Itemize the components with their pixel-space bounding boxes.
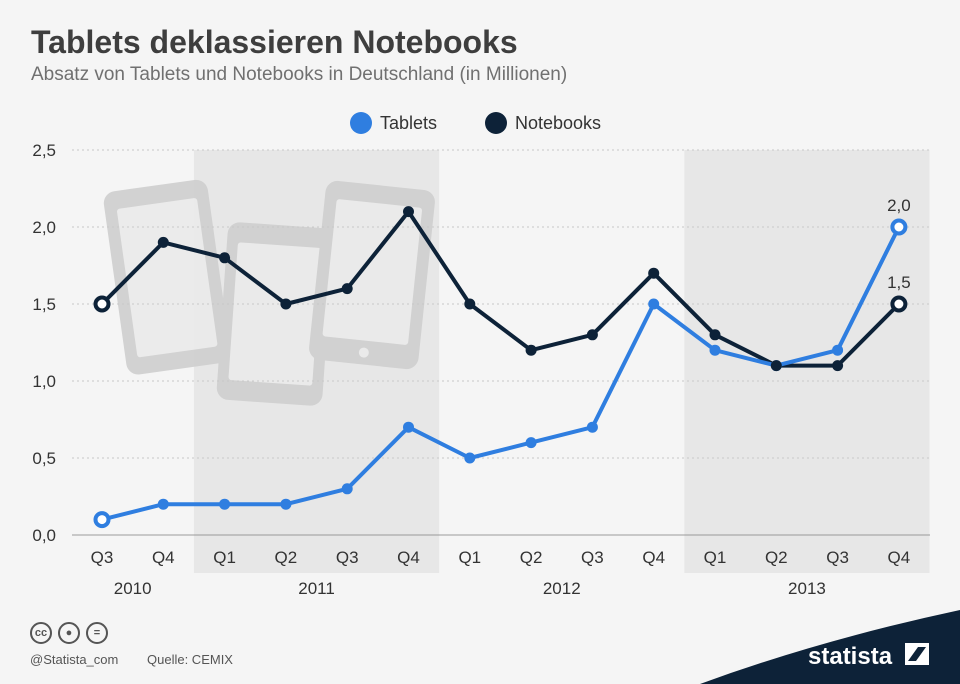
data-point-tablets: [157, 498, 169, 510]
x-tick-label: Q4: [397, 548, 420, 567]
data-point-tablets: [219, 498, 231, 510]
data-point-notebooks: [832, 360, 844, 372]
legend-marker: [350, 112, 372, 134]
data-point-notebooks: [341, 283, 353, 295]
data-point-notebooks: [525, 344, 537, 356]
year-label: 2010: [114, 579, 152, 598]
tablet-devices-illustration: [103, 179, 435, 406]
data-point-notebooks: [280, 298, 292, 310]
license-icons: cc ● =: [30, 622, 108, 644]
data-point-notebooks: [770, 360, 782, 372]
data-point-notebooks: [403, 206, 414, 218]
data-point-tablets: [464, 452, 476, 464]
data-point-notebooks: [464, 298, 476, 310]
data-point-notebooks: [93, 295, 111, 313]
data-point-tablets: [93, 511, 111, 529]
statista-logo[interactable]: statista: [808, 643, 893, 670]
year-band: [684, 150, 930, 573]
year-label: 2012: [543, 579, 581, 598]
data-point-notebooks: [709, 329, 721, 341]
data-point-tablets: [648, 298, 660, 310]
x-tick-label: Q2: [275, 548, 298, 567]
x-tick-label: Q3: [581, 548, 604, 567]
data-point-tablets: [832, 344, 844, 356]
year-label: 2013: [788, 579, 826, 598]
y-tick-label: 1,0: [32, 372, 56, 391]
data-point-tablets: [709, 344, 721, 356]
x-tick-label: Q4: [888, 548, 911, 567]
chart-subtitle: Absatz von Tablets und Notebooks in Deut…: [31, 64, 568, 85]
y-tick-label: 2,0: [32, 218, 56, 237]
legend-item-tablets: Tablets: [350, 112, 437, 134]
statista-logo-icon: [905, 643, 929, 665]
x-tick-label: Q4: [642, 548, 665, 567]
statista-handle[interactable]: @Statista_com: [30, 652, 119, 667]
series-line-notebooks: [100, 209, 901, 368]
data-point-tablets: [341, 483, 353, 495]
y-tick-label: 0,0: [32, 526, 56, 545]
x-tick-label: Q1: [213, 548, 236, 567]
x-tick-label: Q3: [91, 548, 114, 567]
x-tick-label: Q2: [520, 548, 543, 567]
x-tick-label: Q1: [458, 548, 481, 567]
nd-icon: =: [86, 622, 108, 644]
year-label: 2011: [298, 579, 335, 598]
data-point-notebooks: [157, 236, 169, 248]
y-tick-label: 0,5: [32, 449, 56, 468]
data-point-tablets: [525, 437, 537, 449]
x-tick-label: Q2: [765, 548, 788, 567]
data-point-tablets: [586, 421, 598, 433]
end-data-label: 2,0: [887, 196, 911, 215]
x-tick-label: Q3: [336, 548, 359, 567]
by-icon: ●: [58, 622, 80, 644]
x-tick-label: Q1: [704, 548, 727, 567]
series-line-tablets: [101, 226, 901, 522]
end-data-label: 1,5: [887, 273, 911, 292]
legend-marker: [485, 112, 507, 134]
data-point-notebooks: [890, 295, 908, 313]
y-tick-label: 2,5: [32, 141, 56, 160]
x-tick-label: Q3: [826, 548, 849, 567]
legend-label: Notebooks: [515, 113, 601, 133]
data-point-notebooks: [586, 329, 598, 341]
legend-item-notebooks: Notebooks: [485, 112, 601, 134]
cc-icon: cc: [30, 622, 52, 644]
data-point-tablets: [403, 421, 414, 433]
data-point-notebooks: [648, 267, 660, 279]
x-tick-label: Q4: [152, 548, 175, 567]
data-point-tablets: [890, 218, 908, 236]
y-tick-label: 1,5: [32, 295, 56, 314]
chart-title: Tablets deklassieren Notebooks: [31, 24, 518, 60]
data-point-tablets: [280, 498, 292, 510]
legend-label: Tablets: [380, 113, 437, 133]
data-point-notebooks: [219, 252, 231, 264]
source-label: Quelle: CEMIX: [147, 652, 233, 667]
